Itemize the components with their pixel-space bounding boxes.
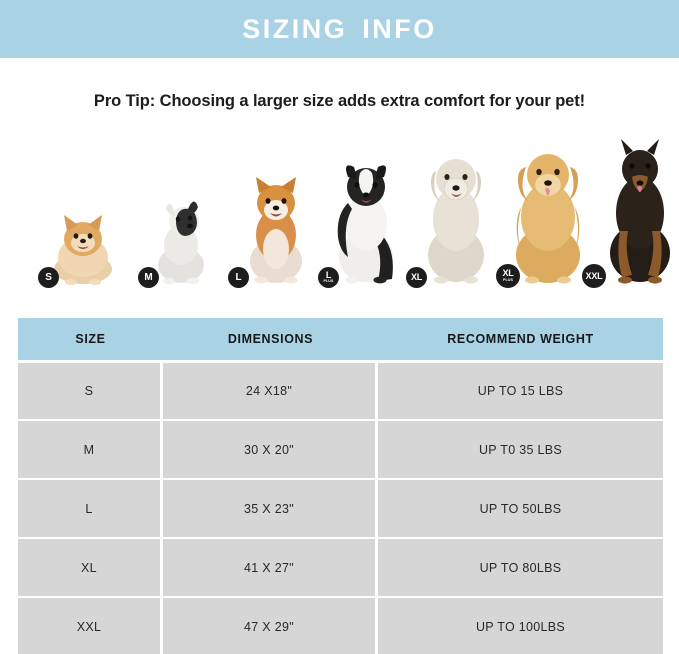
dog-figure-xl: XL bbox=[406, 151, 506, 290]
size-badge-xl: XL bbox=[406, 267, 427, 288]
dog-figure-l: L bbox=[228, 175, 324, 290]
dog-figure-s: S bbox=[36, 209, 126, 290]
cell-weight: UP TO 100LBS bbox=[475, 619, 566, 634]
golden-retriever-icon bbox=[498, 145, 598, 290]
cell-dimensions: 41 X 27" bbox=[163, 539, 378, 596]
column-header-weight: RECOMMEND WEIGHT bbox=[447, 332, 594, 346]
cell-dimensions: 24 X18" bbox=[163, 363, 378, 419]
table-row: L 35 X 23" UP TO 50LBS bbox=[18, 478, 663, 537]
cell-dimensions: 35 X 23" bbox=[163, 480, 378, 537]
badge-label: XXL bbox=[585, 270, 603, 281]
badge-label: XL bbox=[502, 268, 514, 279]
doberman-icon bbox=[590, 139, 679, 290]
cell-size: S bbox=[18, 363, 163, 419]
dog-figure-xxl: XXL bbox=[582, 139, 679, 290]
size-badge-xxl: XXL bbox=[582, 264, 606, 288]
table-row: S 24 X18" UP TO 15 LBS bbox=[18, 360, 663, 419]
table-header-row: SIZE DIMENSIONS RECOMMEND WEIGHT bbox=[18, 318, 663, 360]
column-header-size: SIZE bbox=[75, 332, 106, 346]
cell-size: XL bbox=[18, 539, 163, 596]
cell-weight: UP TO 80LBS bbox=[479, 560, 562, 575]
dog-size-illustrations: S M bbox=[18, 139, 670, 290]
page-banner: SIZING INFO bbox=[0, 0, 679, 58]
cell-size: XXL bbox=[18, 598, 163, 654]
cell-weight: UP T0 35 LBS bbox=[478, 442, 563, 457]
size-badge-l: L bbox=[228, 267, 249, 288]
badge-sublabel: PLUS bbox=[503, 277, 513, 282]
size-badge-l-plus: L PLUS bbox=[318, 267, 339, 288]
size-table: SIZE DIMENSIONS RECOMMEND WEIGHT S 24 X1… bbox=[18, 318, 663, 654]
badge-sublabel: PLUS bbox=[323, 279, 334, 284]
dog-figure-xl-plus: XL PLUS bbox=[496, 145, 600, 290]
dog-figure-m: M bbox=[136, 193, 226, 290]
badge-label: XL bbox=[410, 272, 423, 282]
border-collie-icon bbox=[320, 157, 412, 290]
table-row: XL 41 X 27" UP TO 80LBS bbox=[18, 537, 663, 596]
french-bulldog-icon bbox=[138, 193, 224, 290]
badge-label: M bbox=[144, 271, 153, 283]
shiba-inu-icon bbox=[230, 175, 322, 290]
pomeranian-icon bbox=[38, 209, 124, 290]
dog-figure-l-plus: L PLUS bbox=[318, 157, 414, 290]
size-badge-xl-plus: XL PLUS bbox=[496, 264, 520, 288]
size-badge-m: M bbox=[138, 267, 159, 288]
cell-weight: UP TO 50LBS bbox=[479, 501, 562, 516]
cell-dimensions: 47 X 29" bbox=[163, 598, 378, 654]
badge-label: L bbox=[235, 271, 242, 283]
table-row: XXL 47 X 29" UP TO 100LBS bbox=[18, 596, 663, 654]
cell-size: M bbox=[18, 421, 163, 478]
page-title: SIZING INFO bbox=[242, 13, 437, 44]
cell-size: L bbox=[18, 480, 163, 537]
cell-dimensions: 30 X 20" bbox=[163, 421, 378, 478]
badge-label: L bbox=[325, 269, 332, 280]
column-header-dimensions: DIMENSIONS bbox=[227, 332, 314, 346]
labrador-icon bbox=[408, 151, 504, 290]
size-badge-s: S bbox=[38, 267, 59, 288]
cell-weight: UP TO 15 LBS bbox=[477, 384, 564, 398]
table-row: M 30 X 20" UP T0 35 LBS bbox=[18, 419, 663, 478]
badge-label: S bbox=[45, 271, 52, 283]
pro-tip-text: Pro Tip: Choosing a larger size adds ext… bbox=[93, 92, 586, 110]
